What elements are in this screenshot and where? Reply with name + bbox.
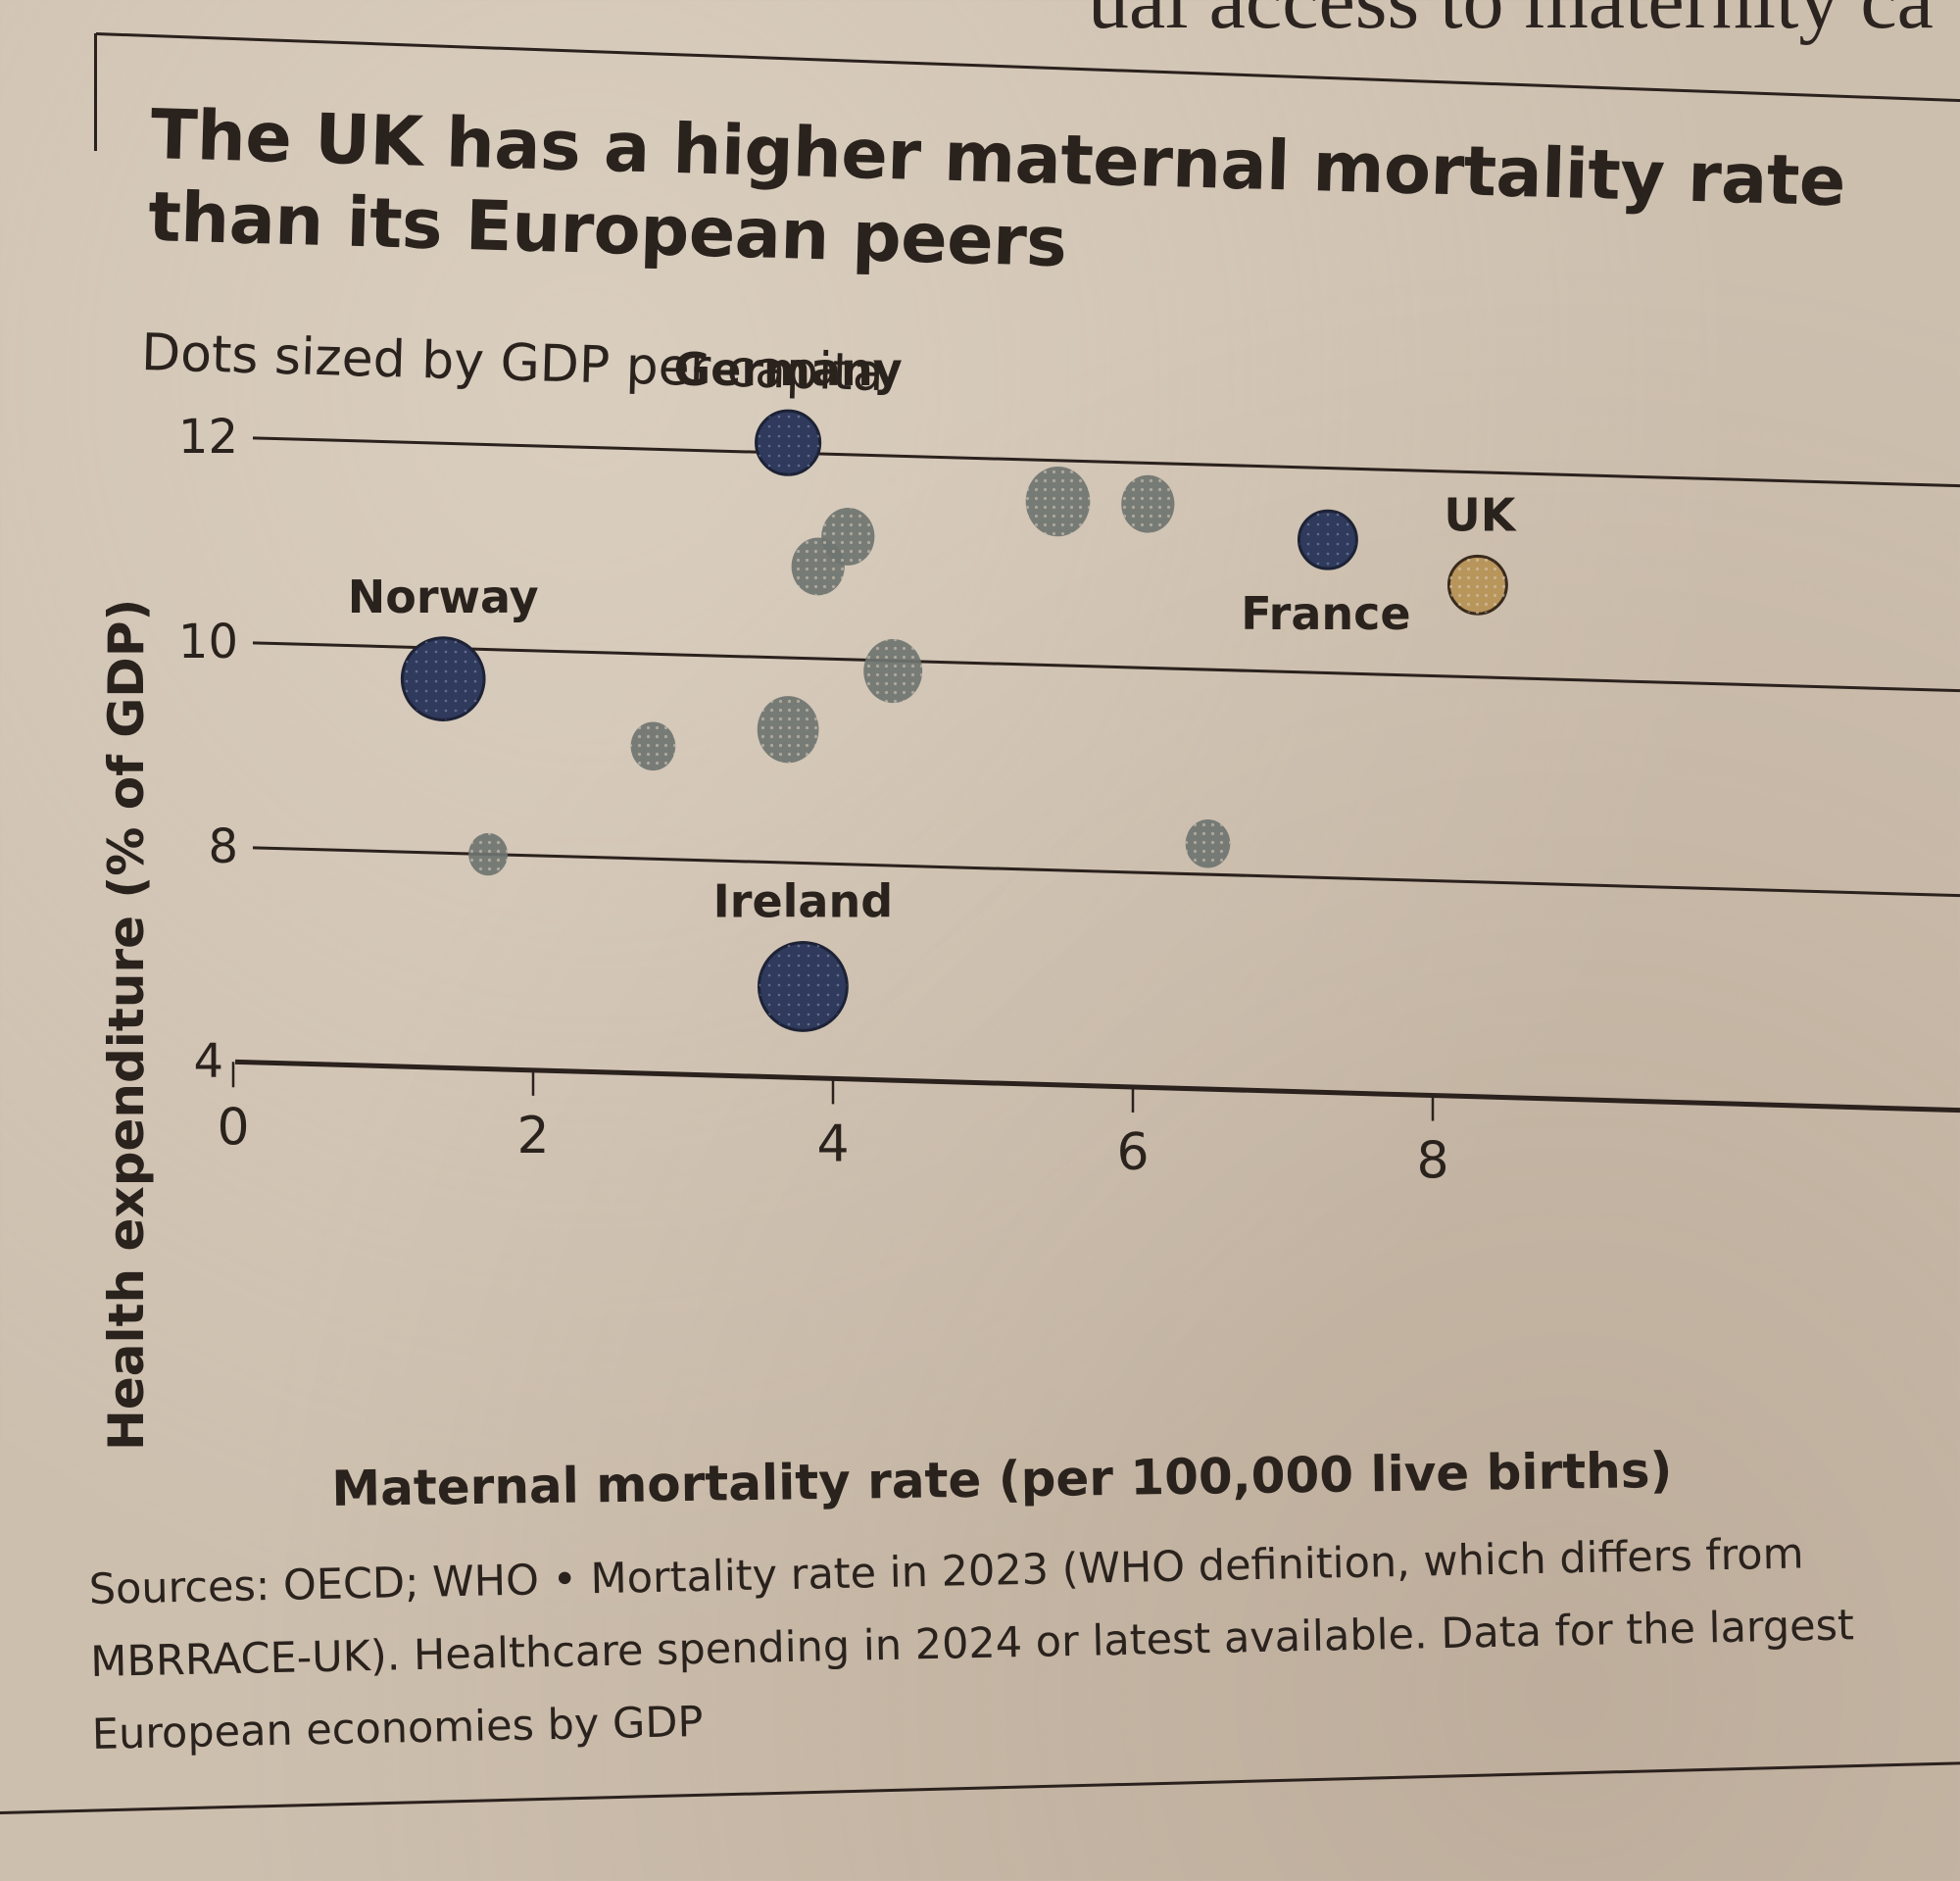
point-other — [1121, 474, 1175, 533]
cutoff-article-text: ual access to maternity ca — [1088, 0, 1934, 46]
point-label-ireland: Ireland — [713, 875, 893, 928]
point-norway — [400, 636, 486, 721]
x-tick-label: 4 — [816, 1114, 849, 1173]
y-tick-label: 8 — [208, 819, 238, 874]
x-tick-label: 6 — [1116, 1123, 1149, 1182]
axis-ticks: 4 8 10 12 0 2 4 6 8 — [178, 410, 1449, 1191]
point-germany — [755, 409, 822, 476]
x-tick-label: 0 — [217, 1098, 249, 1157]
y-tick-label: 4 — [193, 1034, 223, 1089]
point-france — [1297, 509, 1358, 570]
point-other — [863, 639, 923, 704]
point-label-uk: UK — [1444, 488, 1517, 541]
gridline-y-8 — [252, 846, 1960, 898]
point-label-france: France — [1241, 587, 1410, 640]
y-tick-label: 10 — [178, 615, 238, 669]
frame-left-rule — [94, 33, 97, 151]
y-tick-label: 12 — [178, 410, 238, 465]
point-uk — [1446, 554, 1508, 616]
point-labels: Germany France UK Norway Ireland — [348, 343, 1518, 927]
point-other — [757, 696, 819, 764]
point-other — [630, 721, 676, 771]
chart-footnote: Sources: OECD; WHO • Mortality rate in 2… — [88, 1529, 1855, 1759]
point-other — [468, 832, 509, 876]
x-axis-baseline — [234, 1059, 1960, 1114]
x-tick-label: 2 — [516, 1107, 549, 1165]
gridlines — [234, 436, 1960, 1114]
data-points — [400, 409, 1508, 1032]
point-label-germany: Germany — [673, 343, 902, 396]
y-axis-title: Health expenditure (% of GDP) — [98, 598, 155, 1451]
point-other — [791, 537, 845, 596]
point-label-norway: Norway — [348, 570, 539, 623]
point-ireland — [757, 941, 849, 1032]
x-tick-label: 8 — [1416, 1132, 1448, 1191]
point-other — [1025, 466, 1091, 537]
gridline-y-10 — [252, 641, 1960, 693]
gridline-y-12 — [252, 436, 1960, 488]
point-other — [1185, 818, 1231, 868]
